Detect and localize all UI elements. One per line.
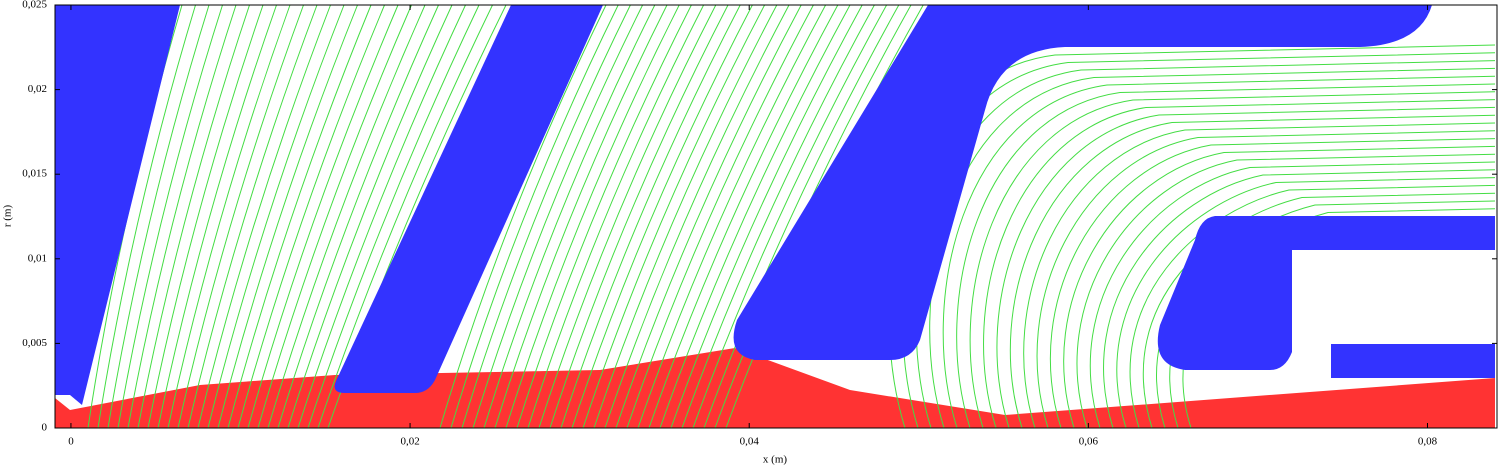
y-tick-label: 0,02 [28,83,47,95]
electrode [1157,216,1495,370]
equipotential [147,4,264,429]
equipotential [505,4,680,429]
equipotential [571,4,753,429]
equipotential [1049,138,1496,429]
equipotential [703,4,900,429]
equipotential [659,4,851,429]
equipotential [942,75,1496,429]
equipotential [1103,169,1496,429]
equipotential [604,4,790,429]
equipotential [187,4,318,429]
equipotential [177,4,304,429]
equipotential [1089,161,1496,429]
equipotential [681,4,875,429]
y-tick-label: 0,015 [22,168,47,180]
equipotential [439,4,607,429]
equipotential [287,4,453,429]
equipotential [307,4,480,429]
equipotential [494,4,668,429]
equipotential [247,4,399,429]
equipotential [97,4,196,429]
equipotential [527,4,705,429]
x-tick-label: 0,08 [1418,436,1438,448]
equipotential [1129,184,1496,429]
electrode [733,5,1432,360]
equipotential [117,4,223,429]
equipotential [969,91,1496,429]
y-axis-label: r (m) [2,205,14,228]
equipotential [237,4,385,429]
equipotential [197,4,331,429]
equipotential [626,4,814,429]
equipotential [516,4,692,429]
equipotential [1009,114,1496,429]
equipotential [1116,177,1496,429]
electrode [55,5,180,405]
equipotential [483,4,656,429]
plot-frame [54,4,1498,429]
x-tick-label: 0,02 [400,436,419,448]
y-tick-label: 0 [42,422,48,434]
equipotential [167,4,291,429]
equipotential [461,4,631,429]
equipotential [317,4,493,429]
equipotential [1076,153,1496,429]
equipotential [538,4,717,429]
x-axis-label: x (m) [763,454,787,466]
equipotential [257,4,412,429]
x-tick-label: 0,04 [740,436,760,448]
equipotential [956,83,1496,429]
equipotential [983,99,1496,429]
equipotential [692,4,888,429]
equipotential [996,106,1496,429]
equipotential [127,4,237,429]
equipotential [615,4,802,429]
equipotential [593,4,778,429]
electrode [1331,344,1495,378]
y-tick-label: 0,01 [28,252,47,264]
equipotential [648,4,839,429]
equipotential [157,4,277,429]
equipotential [297,4,466,429]
equipotential [277,4,439,429]
equipotential [227,4,372,429]
equipotential [1063,145,1496,429]
x-tick-label: 0 [68,436,74,448]
equipotential [217,4,358,429]
equipotential [267,4,426,429]
equipotential [107,4,210,429]
equipotential [1023,122,1496,429]
equipotential [560,4,741,429]
equipotential [549,4,729,429]
equipotential [670,4,863,429]
equipotential [1036,130,1496,429]
beam [55,348,1495,428]
field-plot [55,4,1496,429]
equipotential [137,4,250,429]
y-tick-label: 0,005 [22,337,47,349]
equipotential [472,4,644,429]
equipotential [637,4,827,429]
equipotential [450,4,619,429]
y-tick-label: 0,025 [22,0,47,11]
x-tick-label: 0,06 [1079,436,1099,448]
equipotential [582,4,766,429]
equipotential [207,4,345,429]
electrode [334,5,603,393]
